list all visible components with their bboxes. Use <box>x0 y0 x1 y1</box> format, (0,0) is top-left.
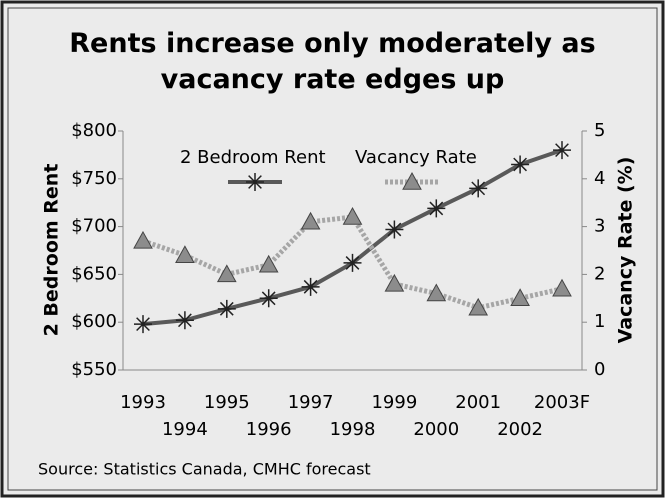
data-point <box>342 207 363 225</box>
y-tick-label: $800 <box>71 120 117 141</box>
data-point <box>553 141 571 160</box>
source-note: Source: Statistics Canada, CMHC forecast <box>38 460 371 479</box>
y-tick-label: $750 <box>71 168 117 189</box>
legend-marker <box>246 173 264 191</box>
data-point <box>511 155 530 174</box>
y2-tick-label: 1 <box>594 311 605 332</box>
y-tick-label: $700 <box>71 216 117 237</box>
x-tick-label: 1993 <box>120 392 166 413</box>
y-tick-label: $550 <box>71 359 117 380</box>
x-tick-label: 2001 <box>455 392 501 413</box>
data-point <box>468 297 489 316</box>
x-tick-label: 1996 <box>246 419 292 440</box>
y-axis-title: 2 Bedroom Rent <box>41 164 63 337</box>
y2-tick-label: 4 <box>594 168 605 189</box>
title-box: Rents increase only moderately as vacanc… <box>69 28 596 95</box>
data-point <box>510 288 530 306</box>
data-point <box>385 220 404 239</box>
data-point <box>427 199 446 218</box>
data-point <box>301 277 320 296</box>
data-point <box>469 179 488 198</box>
data-point <box>552 278 572 297</box>
y-tick-label: $600 <box>71 311 117 332</box>
legend-label: 2 Bedroom Rent <box>180 147 326 168</box>
data-point <box>133 230 153 249</box>
y2-axis-title: Vacancy Rate (%) <box>615 157 637 344</box>
data-point <box>258 254 279 273</box>
data-point <box>300 211 321 230</box>
y2-tick-label: 2 <box>594 263 605 284</box>
data-point <box>259 289 278 308</box>
x-tick-label: 2003F <box>534 392 590 413</box>
x-tick-label: 1997 <box>288 392 334 413</box>
x-tick-label: 1999 <box>371 392 417 413</box>
y2-tick-label: 3 <box>594 216 605 237</box>
legend-label: Vacancy Rate <box>355 147 477 168</box>
y2-tick-label: 0 <box>594 359 605 380</box>
data-point <box>343 253 362 272</box>
data-point <box>175 311 194 330</box>
x-tick-label: 2002 <box>497 419 543 440</box>
inner-frame <box>7 7 658 491</box>
data-point <box>175 245 195 263</box>
x-tick-label: 2000 <box>413 419 459 440</box>
data-point <box>384 273 405 292</box>
chart-title: Rents increase only moderately as vacanc… <box>69 28 596 95</box>
y-tick-label: $650 <box>71 263 117 284</box>
data-point <box>134 315 152 334</box>
data-point <box>216 264 237 283</box>
data-point <box>217 299 236 318</box>
data-point <box>426 283 447 302</box>
legend-marker <box>402 171 422 190</box>
x-tick-label: 1994 <box>162 419 208 440</box>
y2-tick-label: 5 <box>594 120 605 141</box>
x-tick-label: 1998 <box>330 419 376 440</box>
x-tick-label: 1995 <box>204 392 250 413</box>
